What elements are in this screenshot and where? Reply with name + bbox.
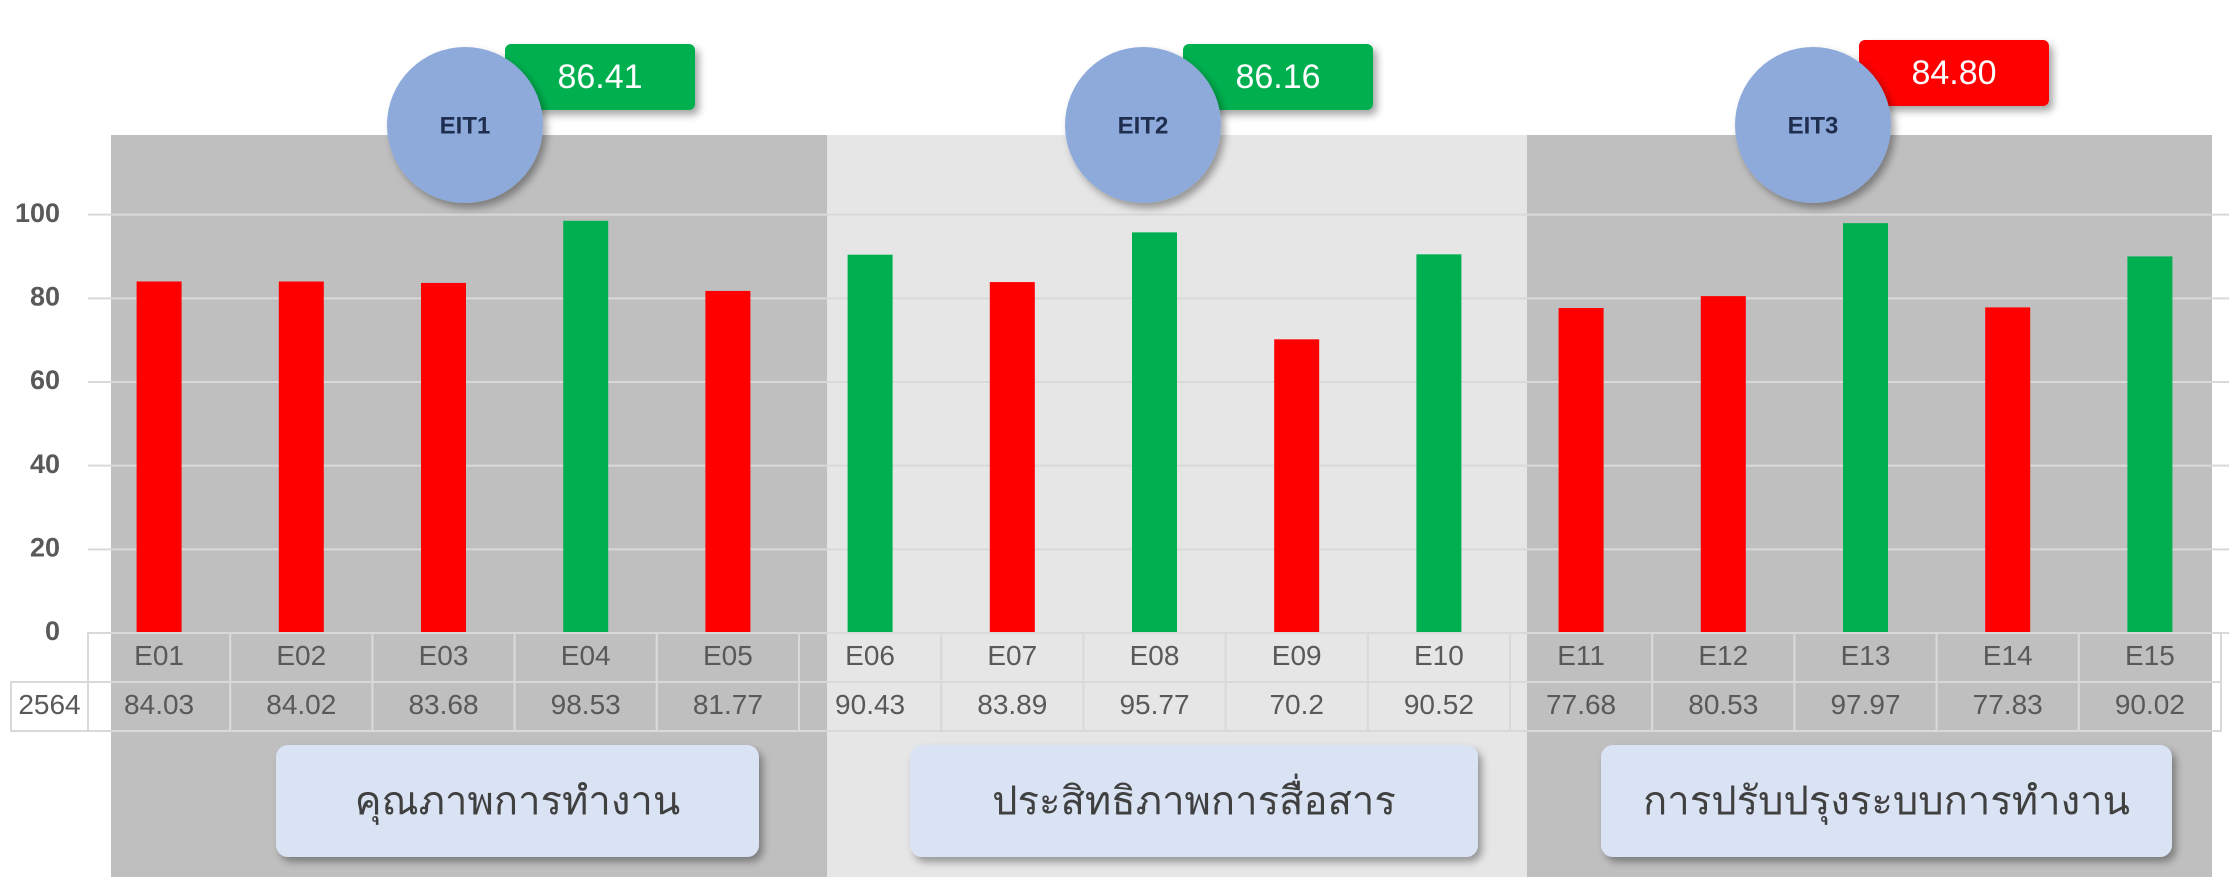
table-value: 70.2 (1269, 689, 1324, 720)
bar (705, 290, 751, 633)
score-label: 86.16 (1235, 58, 1320, 96)
x-tick-label: E14 (1983, 640, 2033, 671)
y-tick-label: 80 (30, 281, 60, 311)
group-name: EIT1 (440, 112, 491, 139)
table-value: 98.53 (551, 689, 621, 720)
group-label: ประสิทธิภาพการสื่อสาร (992, 774, 1396, 824)
series-name-cell (10, 681, 89, 732)
score-label: 86.41 (557, 58, 642, 96)
group-circle (387, 47, 543, 203)
table-value: 83.68 (408, 689, 478, 720)
table-value: 84.02 (266, 689, 336, 720)
score-badge (1859, 40, 2049, 106)
bar (136, 281, 182, 633)
bar (1985, 307, 2031, 633)
x-tick-label: E09 (1272, 640, 1322, 671)
y-tick-label: 100 (15, 198, 60, 228)
group-label-box (1601, 745, 2172, 857)
table-value: 77.68 (1546, 689, 1616, 720)
group-circle (1065, 47, 1221, 203)
table-cell (2077, 681, 2223, 732)
x-tick-label: E08 (1130, 640, 1180, 671)
group-name: EIT3 (1788, 112, 1839, 139)
x-tick-label: E03 (419, 640, 469, 671)
score-badge (1183, 44, 1373, 110)
table-value: 90.52 (1404, 689, 1474, 720)
y-tick-label: 40 (30, 449, 60, 479)
group-label: คุณภาพการทำงาน (355, 780, 680, 826)
x-tick-label: E11 (1557, 640, 1605, 671)
table-value: 83.89 (977, 689, 1047, 720)
x-tick-label: E01 (134, 640, 184, 671)
bar (847, 254, 893, 633)
group-label-box (276, 745, 759, 857)
x-tick-label: E10 (1414, 640, 1464, 671)
group-label: การปรับปรุงระบบการทำงาน (1643, 780, 2130, 826)
bar (1416, 254, 1462, 634)
table-value: 77.83 (1973, 689, 2043, 720)
bar (278, 281, 324, 633)
score-label: 84.80 (1911, 54, 1996, 92)
group-label-box (910, 745, 1478, 857)
bar (1274, 339, 1320, 633)
bar (1700, 296, 1746, 633)
bar (2127, 256, 2173, 633)
score-badge (505, 44, 695, 110)
x-tick-label: E05 (703, 640, 753, 671)
y-tick-label: 60 (30, 365, 60, 395)
x-tick-label: E07 (987, 640, 1037, 671)
bar (1558, 308, 1604, 633)
y-tick-label: 0 (45, 616, 60, 646)
group-circle (1735, 47, 1891, 203)
bar (1843, 223, 1888, 634)
x-tick-label: E15 (2125, 640, 2175, 671)
x-tick-label: E12 (1698, 640, 1748, 671)
y-tick-label: 20 (30, 532, 60, 562)
table-value: 90.43 (835, 689, 905, 720)
group-name: EIT2 (1118, 112, 1169, 139)
table-value: 90.02 (2115, 689, 2185, 720)
series-name: 2564 (18, 689, 80, 720)
table-value: 80.53 (1688, 689, 1758, 720)
bar (989, 282, 1035, 633)
table-value: 97.97 (1830, 689, 1900, 720)
table-value: 84.03 (124, 689, 194, 720)
table-value: 95.77 (1119, 689, 1189, 720)
x-tick-label: E06 (845, 640, 895, 671)
table-value: 81.77 (693, 689, 763, 720)
x-tick-label: E13 (1841, 640, 1891, 671)
x-tick-label: E02 (276, 640, 326, 671)
bar (421, 282, 466, 633)
bar (563, 220, 609, 633)
x-tick-label: E04 (561, 640, 611, 671)
bar (1132, 232, 1177, 633)
